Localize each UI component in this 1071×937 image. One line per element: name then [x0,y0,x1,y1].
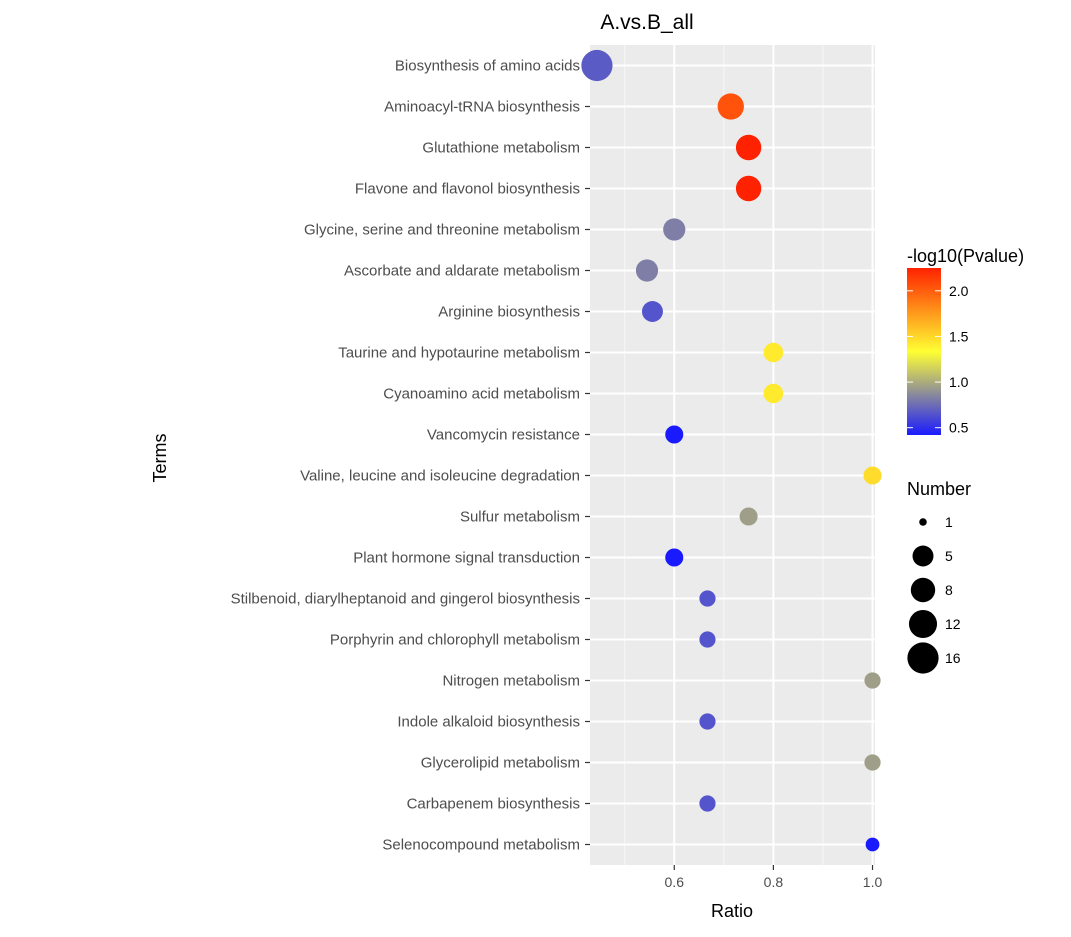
data-point [665,425,684,444]
minor-gridlines [624,45,824,865]
y-tick-label: Selenocompound metabolism [382,837,580,854]
chart-title: A.vs.B_all [600,11,693,34]
y-tick-label: Biosynthesis of amino acids [395,58,580,75]
size-legend-label: 5 [945,548,953,564]
y-tick-label: Glycerolipid metabolism [421,755,580,772]
data-point [665,548,684,567]
x-tick-label: 0.6 [665,874,685,890]
y-tick-label: Porphyrin and chlorophyll metabolism [330,632,580,649]
size-legend-dot [912,545,934,567]
colorbar-tick-label: 0.5 [949,420,969,436]
size-legend-label: 16 [945,650,961,666]
y-tick-label: Valine, leucine and isoleucine degradati… [300,468,580,485]
data-point [735,134,762,161]
size-legend-label: 1 [945,514,953,530]
data-points [581,49,882,852]
plot-panel [590,45,875,865]
y-axis-title: Terms [150,434,170,483]
y-tick-label: Cyanoamino acid metabolism [383,386,580,403]
data-point [865,837,880,852]
size-legend-dot [910,577,936,603]
y-tick-label: Plant hormone signal transduction [353,550,580,567]
y-tick-label: Glutathione metabolism [422,140,580,157]
y-tick-label: Indole alkaloid biosynthesis [397,714,580,731]
y-tick-label: Nitrogen metabolism [442,673,580,690]
colorbar-ticks: 0.5 1.0 1.5 2.0 [907,283,969,436]
y-tick-label: Carbapenem biosynthesis [407,796,580,813]
size-legend-dot [907,642,939,674]
size-legend-title: Number [907,479,971,499]
data-point [864,754,881,771]
size-legend-label: 8 [945,582,953,598]
y-tick-label: Sulfur metabolism [460,509,580,526]
size-legend-dot [919,518,927,526]
data-point [735,175,762,202]
data-point [581,49,613,82]
y-tick-label: Aminoacyl-tRNA biosynthesis [384,99,580,116]
data-point [641,301,663,322]
x-axis-title: Ratio [711,901,753,921]
size-legend-dot [908,609,938,639]
y-tick-label: Taurine and hypotaurine metabolism [338,345,580,362]
data-point [663,218,686,241]
data-point [635,259,659,282]
y-tick-label: Stilbenoid, diarylheptanoid and gingerol… [231,591,580,608]
data-point [763,342,784,363]
data-point [699,631,716,648]
size-legend-keys: 1 5 8 12 16 [907,514,961,674]
data-point [863,466,882,485]
y-tick-label: Arginine biosynthesis [438,304,580,321]
y-tick-label: Vancomycin resistance [427,427,580,444]
size-legend: Number 1 5 8 12 16 [907,479,971,674]
data-point [763,383,784,404]
x-tick-label: 0.8 [764,874,784,890]
y-tick-label: Flavone and flavonol biosynthesis [355,181,580,198]
y-axis: Biosynthesis of amino acids Aminoacyl-tRN… [231,58,590,854]
data-point [717,93,744,120]
colorbar-tick-label: 1.5 [949,328,969,344]
y-tick-label: Ascorbate and aldarate metabolism [344,263,580,280]
data-point [699,590,716,607]
colorbar-tick-label: 2.0 [949,283,969,299]
data-point [864,672,881,689]
data-point [699,795,716,812]
size-legend-label: 12 [945,616,961,632]
colorbar-tick-label: 1.0 [949,374,969,390]
data-point [739,507,758,526]
x-axis: 0.6 0.8 1.0 [665,865,883,890]
data-point [699,713,716,730]
y-tick-label: Glycine, serine and threonine metabolism [304,222,580,239]
color-legend-title: -log10(Pvalue) [907,246,1024,266]
color-legend: -log10(Pvalue) 0.5 1.0 1.5 2.0 [907,246,1024,436]
colorbar [907,268,941,435]
x-tick-label: 1.0 [863,874,883,890]
